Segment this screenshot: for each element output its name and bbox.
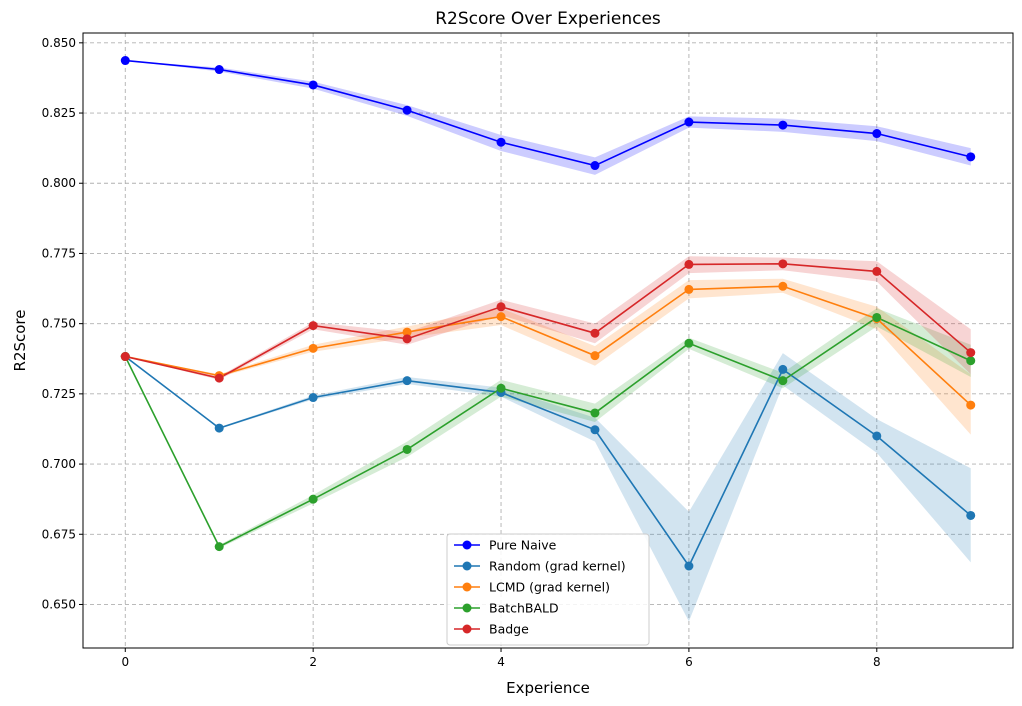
lcmd-grad-kernel-point <box>402 327 412 337</box>
batchbald-point <box>590 408 600 418</box>
badge-band <box>125 256 971 380</box>
pure-naive-point <box>402 105 412 115</box>
badge-line <box>125 263 972 379</box>
x-tick-label: 0 <box>121 655 129 669</box>
x-tick-label: 6 <box>685 655 693 669</box>
series-points <box>120 56 976 571</box>
random-grad-kernel-point <box>402 376 412 386</box>
pure-naive-point <box>590 161 600 171</box>
y-axis-label: R2Score <box>11 310 29 372</box>
chart-title: R2Score Over Experiences <box>435 9 661 29</box>
pure-naive-point <box>214 65 224 75</box>
legend-marker-batchbald <box>462 603 472 613</box>
batchbald-point <box>214 542 224 552</box>
random-grad-kernel-point <box>684 561 694 571</box>
batchbald-point <box>966 356 976 366</box>
legend-label-badge: Badge <box>489 622 529 637</box>
y-tick-label: 0.775 <box>42 246 76 260</box>
random-grad-kernel-point <box>308 393 318 403</box>
pure-naive-point <box>308 80 318 90</box>
badge-point <box>778 259 788 269</box>
badge-point <box>966 348 976 358</box>
legend-marker-badge <box>462 624 472 634</box>
lcmd-grad-kernel-point <box>308 343 318 353</box>
batchbald-point <box>778 376 788 386</box>
batchbald-point <box>872 312 882 322</box>
legend-label-batchbald: BatchBALD <box>489 601 559 616</box>
x-axis-label: Experience <box>506 679 590 697</box>
x-axis-ticks: 0 2 4 6 8 <box>121 648 881 669</box>
y-tick-label: 0.850 <box>42 36 76 50</box>
series-lines <box>124 59 972 568</box>
badge-point <box>496 302 506 312</box>
random-grad-kernel-point <box>966 510 976 520</box>
pure-naive-point <box>872 129 882 139</box>
batchbald-point <box>496 383 506 393</box>
badge-point <box>872 266 882 276</box>
legend-label-pure-naive: Pure Naive <box>489 538 557 553</box>
x-tick-label: 2 <box>309 655 317 669</box>
badge-point <box>308 321 318 331</box>
lcmd-grad-kernel-point <box>496 312 506 322</box>
badge-point <box>590 328 600 338</box>
random-grad-kernel-point <box>872 431 882 441</box>
pure-naive-line <box>125 59 971 167</box>
y-tick-label: 0.750 <box>42 317 76 331</box>
batchbald-point <box>308 494 318 504</box>
x-tick-label: 4 <box>497 655 505 669</box>
batchbald-point <box>684 338 694 348</box>
y-tick-label: 0.825 <box>42 106 76 120</box>
legend-box <box>446 533 650 646</box>
random-grad-kernel-point <box>778 364 788 374</box>
pure-naive-point <box>684 117 694 127</box>
y-tick-label: 0.675 <box>42 527 76 541</box>
y-tick-label: 0.725 <box>42 387 76 401</box>
random-grad-kernel-line <box>124 355 972 568</box>
legend-marker-lcmd-grad-kernel <box>462 582 472 592</box>
badge-point <box>402 334 412 344</box>
batchbald-point <box>402 444 412 454</box>
pure-naive-point <box>966 152 976 162</box>
random-grad-kernel-point <box>214 423 224 433</box>
legend: Pure Naive Random (grad kernel) LCMD (grad… <box>446 533 650 646</box>
y-tick-label: 0.650 <box>42 597 76 611</box>
y-axis-ticks: 0.650 0.675 0.700 0.725 0.750 0.775 0.800 0.825… <box>42 36 83 611</box>
pure-naive-point <box>120 56 130 66</box>
legend-marker-pure-naive <box>462 540 472 550</box>
y-tick-label: 0.700 <box>42 457 76 471</box>
lcmd-grad-kernel-point <box>684 284 694 294</box>
batchbald-band <box>125 308 971 549</box>
legend-label-lcmd-grad-kernel: LCMD (grad kernel) <box>489 580 610 595</box>
legend-label-random-grad-kernel: Random (grad kernel) <box>489 559 626 574</box>
badge-point <box>214 373 224 383</box>
lcmd-grad-kernel-band <box>125 278 971 435</box>
pure-naive-point <box>778 120 788 130</box>
lcmd-grad-kernel-point <box>966 400 976 410</box>
badge-point <box>684 259 694 269</box>
plot-frame <box>82 32 1014 649</box>
lcmd-grad-kernel-line <box>125 285 972 406</box>
pure-naive-band <box>125 60 971 175</box>
random-grad-kernel-point <box>590 425 600 435</box>
lcmd-grad-kernel-point <box>778 281 788 291</box>
badge-point <box>120 352 130 362</box>
lcmd-grad-kernel-point <box>590 351 600 361</box>
batchbald-line <box>124 316 972 548</box>
x-tick-label: 8 <box>873 655 881 669</box>
legend-marker-random-grad-kernel <box>462 561 472 571</box>
pure-naive-point <box>496 137 506 147</box>
y-tick-label: 0.800 <box>42 176 76 190</box>
